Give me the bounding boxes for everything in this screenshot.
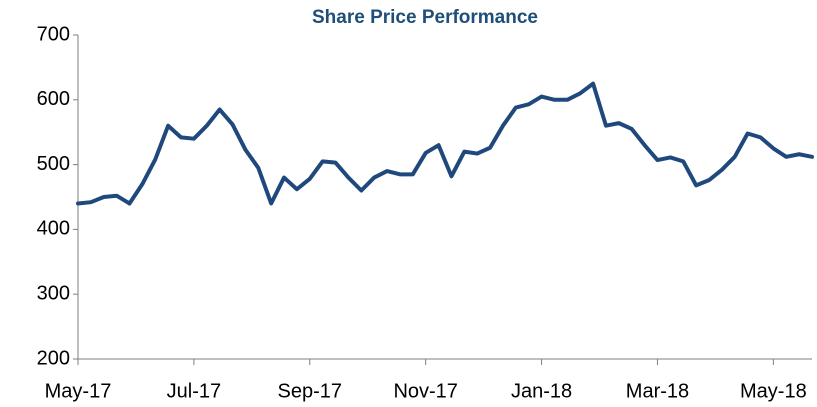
y-tick-label: 400 [37, 218, 70, 240]
x-tick-label: Sep-17 [278, 380, 343, 402]
x-tick-label: Jan-18 [511, 380, 572, 402]
chart-title: Share Price Performance [312, 7, 538, 28]
y-tick-label: 600 [37, 88, 70, 110]
x-tick-label: May-18 [740, 380, 807, 402]
y-tick-label: 700 [37, 23, 70, 45]
x-tick-label: Mar-18 [626, 380, 689, 402]
x-tick-label: May-17 [45, 380, 112, 402]
y-tick-label: 200 [37, 347, 70, 369]
y-tick-label: 300 [37, 282, 70, 304]
y-tick-label: 500 [37, 153, 70, 175]
x-tick-label: Nov-17 [393, 380, 457, 402]
price-line [76, 81, 814, 206]
x-tick-label: Jul-17 [167, 380, 221, 402]
